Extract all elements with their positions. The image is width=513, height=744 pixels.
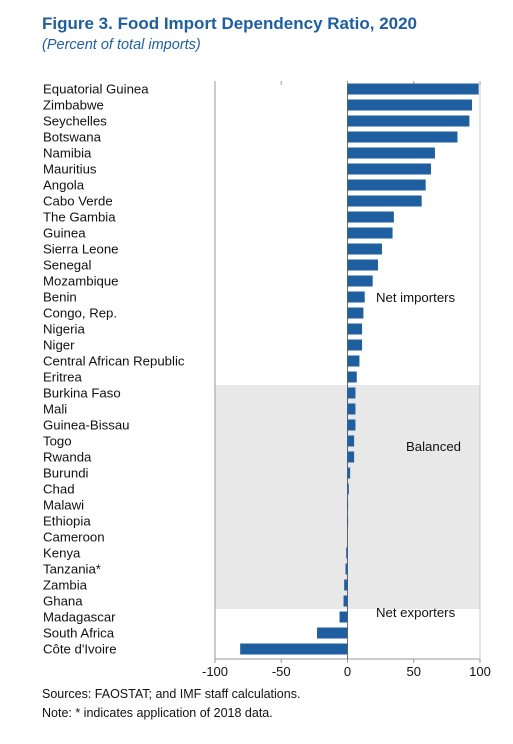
bar [347, 387, 356, 399]
category-label: Nigeria [43, 322, 85, 337]
bar [347, 275, 373, 287]
category-label: Mauritius [43, 162, 97, 177]
bar [347, 179, 426, 191]
category-label: Sierra Leone [43, 242, 119, 257]
category-label: Cameroon [43, 530, 105, 545]
bar [347, 227, 393, 239]
category-label: Niger [43, 338, 75, 353]
category-label: Malawi [43, 498, 84, 513]
category-label: Seychelles [43, 114, 107, 129]
category-label: Ethiopia [43, 514, 91, 529]
x-tick-label: -50 [272, 664, 291, 679]
annotation-net-exporters: Net exporters [376, 605, 456, 620]
sources-note: Sources: FAOSTAT; and IMF staff calculat… [42, 687, 301, 701]
category-label: Kenya [43, 546, 81, 561]
category-label: Eritrea [43, 370, 83, 385]
bar [347, 499, 349, 511]
category-label: The Gambia [43, 210, 116, 225]
x-tick-label: 50 [407, 664, 421, 679]
bar [347, 451, 355, 463]
bar [347, 243, 382, 255]
bar [347, 435, 355, 447]
bar [347, 371, 357, 383]
bar [347, 163, 431, 175]
category-label: Côte d'Ivoire [43, 642, 117, 657]
bar [346, 547, 348, 559]
bar [347, 211, 394, 223]
category-label: Guinea-Bissau [43, 418, 130, 433]
bar [347, 115, 470, 127]
category-label: Burkina Faso [43, 386, 121, 401]
bar [347, 339, 363, 351]
bar [347, 355, 360, 367]
bar [345, 563, 348, 575]
bar [347, 195, 422, 207]
bar [347, 99, 473, 111]
category-label: Tanzania* [43, 562, 101, 577]
category-label: Madagascar [43, 610, 116, 625]
category-label: Namibia [43, 146, 92, 161]
x-tick-label: 100 [469, 664, 491, 679]
category-label: Zimbabwe [43, 98, 104, 113]
chart-subtitle: (Percent of total imports) [42, 37, 201, 53]
category-label: Congo, Rep. [43, 306, 117, 321]
x-tick-label: -100 [202, 664, 228, 679]
category-label: Mali [43, 402, 67, 417]
bar [317, 627, 348, 639]
bar [347, 131, 458, 143]
category-label: Cabo Verde [43, 194, 113, 209]
category-label: Zambia [43, 578, 88, 593]
category-label: Angola [43, 178, 85, 193]
bar [347, 147, 435, 159]
category-label: Guinea [43, 226, 86, 241]
bar [343, 595, 348, 607]
bar [347, 403, 356, 415]
bar [347, 467, 351, 479]
bar [240, 643, 348, 655]
bar [347, 259, 378, 271]
category-label: Benin [43, 290, 77, 305]
bar [347, 83, 479, 95]
category-label: Togo [43, 434, 72, 449]
annotation-net-importers: Net importers [376, 290, 456, 305]
category-label: Central African Republic [43, 354, 185, 369]
bar [347, 307, 364, 319]
x-tick-label: 0 [344, 664, 351, 679]
category-label: Mozambique [43, 274, 119, 289]
category-label: Equatorial Guinea [43, 82, 149, 97]
bar [339, 611, 348, 623]
bar [347, 483, 349, 495]
bar [347, 515, 349, 527]
bar [344, 579, 348, 591]
category-label: Chad [43, 482, 75, 497]
bar [347, 323, 363, 335]
chart-title: Figure 3. Food Import Dependency Ratio, … [42, 14, 418, 33]
annotation-balanced: Balanced [406, 439, 461, 454]
category-label: South Africa [43, 626, 115, 641]
footnote: Note: * indicates application of 2018 da… [42, 706, 273, 720]
category-label: Burundi [43, 466, 89, 481]
category-label: Rwanda [43, 450, 92, 465]
bar [347, 419, 356, 431]
category-label: Ghana [43, 594, 83, 609]
bar [347, 291, 365, 303]
category-label: Senegal [43, 258, 91, 273]
category-label: Botswana [43, 130, 102, 145]
